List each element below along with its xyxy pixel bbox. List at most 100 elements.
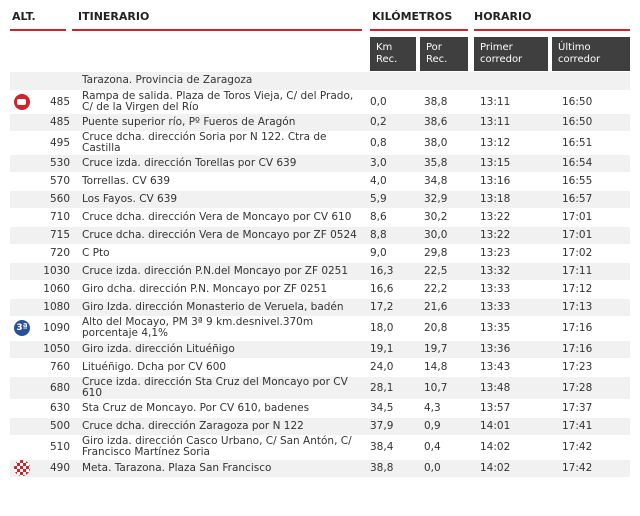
subheader-por-rec: Por Rec. <box>420 37 468 71</box>
row-icon-cell <box>10 190 34 209</box>
altitude-cell: 560 <box>34 190 78 209</box>
row-icon-cell <box>10 417 34 436</box>
por-rec-cell: 10,7 <box>420 376 476 400</box>
row-icon-cell <box>10 113 34 132</box>
por-rec-cell: 4,3 <box>420 399 476 418</box>
itinerary-cell: C Pto <box>78 244 366 263</box>
altitude-cell: 490 <box>34 459 78 478</box>
altitude-cell: 720 <box>34 244 78 263</box>
itinerary-cell: Giro dcha. dirección P.N. Moncayo por ZF… <box>78 280 366 299</box>
km-rec-cell: 3,0 <box>366 154 420 173</box>
altitude-cell: 1050 <box>34 340 78 359</box>
header-rule-horario <box>474 29 630 31</box>
row-icon-cell <box>10 208 34 227</box>
por-rec-cell: 29,8 <box>420 244 476 263</box>
primer-corredor-cell: 13:32 <box>476 262 558 281</box>
row-icon-cell <box>10 131 34 155</box>
por-rec-cell: 0,9 <box>420 417 476 436</box>
row-icon-cell <box>10 399 34 418</box>
subheader-km-rec: Km Rec. <box>370 37 416 71</box>
itinerary-cell: Rampa de salida. Plaza de Toros Vieja, C… <box>78 90 366 114</box>
table-row: Tarazona. Provincia de Zaragoza <box>10 72 630 91</box>
table-row: 760 Lituéñigo. Dcha por CV 600 24,0 14,8 13:… <box>10 358 630 377</box>
por-rec-cell: 22,5 <box>420 262 476 281</box>
ultimo-corredor-cell: 17:16 <box>558 340 630 359</box>
ultimo-corredor-cell: 17:01 <box>558 226 630 245</box>
ultimo-corredor-cell: 16:51 <box>558 131 630 155</box>
header-rule-alt <box>10 29 66 31</box>
row-icon-cell: 3ª <box>10 316 34 341</box>
primer-corredor-cell: 14:02 <box>476 459 558 478</box>
primer-corredor-cell: 13:22 <box>476 226 558 245</box>
por-rec-cell: 19,7 <box>420 340 476 359</box>
table-row: 3ª 1090 Alto del Mocayo, PM 3ª 9 km.desniv… <box>10 316 630 341</box>
km-rec-cell: 38,4 <box>366 435 420 460</box>
km-rec-cell: 0,2 <box>366 113 420 132</box>
km-rec-cell: 28,1 <box>366 376 420 400</box>
km-rec-cell: 16,6 <box>366 280 420 299</box>
ultimo-corredor-cell: 17:11 <box>558 262 630 281</box>
table-row: 630 Sta Cruz de Moncayo. Por CV 610, bade… <box>10 399 630 418</box>
row-icon-cell <box>10 154 34 173</box>
km-rec-cell: 19,1 <box>366 340 420 359</box>
por-rec-cell <box>420 72 476 91</box>
row-icon-cell <box>10 226 34 245</box>
altitude-cell: 530 <box>34 154 78 173</box>
por-rec-cell: 35,8 <box>420 154 476 173</box>
altitude-cell: 485 <box>34 113 78 132</box>
table-row: 500 Cruce dcha. dirección Zaragoza por N … <box>10 417 630 436</box>
km-rec-cell: 16,3 <box>366 262 420 281</box>
por-rec-cell: 30,2 <box>420 208 476 227</box>
altitude-cell: 1030 <box>34 262 78 281</box>
table-row: 485 Puente superior río, Pº Fueros de Ara… <box>10 113 630 132</box>
por-rec-cell: 0,4 <box>420 435 476 460</box>
altitude-cell <box>34 72 78 91</box>
itinerary-cell: Cruce dcha. dirección Zaragoza por N 122 <box>78 417 366 436</box>
itinerary-cell: Los Fayos. CV 639 <box>78 190 366 209</box>
primer-corredor-cell: 13:16 <box>476 172 558 191</box>
km-rec-cell: 5,9 <box>366 190 420 209</box>
itinerary-cell: Alto del Mocayo, PM 3ª 9 km.desnivel.370… <box>78 316 366 341</box>
row-icon-cell <box>10 90 34 114</box>
table-row: 510 Giro izda. dirección Casco Urbano, C/… <box>10 435 630 460</box>
row-icon-cell <box>10 459 34 478</box>
primer-corredor-cell: 14:01 <box>476 417 558 436</box>
itinerary-cell: Giro izda. dirección Casco Urbano, C/ Sa… <box>78 435 366 460</box>
table-row: 485 Rampa de salida. Plaza de Toros Vieja… <box>10 90 630 114</box>
itinerary-cell: Cruce dcha. dirección Vera de Moncayo po… <box>78 208 366 227</box>
primer-corredor-cell: 13:57 <box>476 399 558 418</box>
header-rule-kilometros <box>370 29 468 31</box>
altitude-cell: 760 <box>34 358 78 377</box>
km-rec-cell: 4,0 <box>366 172 420 191</box>
ultimo-corredor-cell: 17:02 <box>558 244 630 263</box>
table-row: 715 Cruce dcha. dirección Vera de Moncayo… <box>10 226 630 245</box>
ultimo-corredor-cell: 16:57 <box>558 190 630 209</box>
altitude-cell: 680 <box>34 376 78 400</box>
por-rec-cell: 38,8 <box>420 90 476 114</box>
header-alt: ALT. <box>12 10 36 23</box>
finish-icon <box>14 460 30 476</box>
primer-corredor-cell: 13:18 <box>476 190 558 209</box>
primer-corredor-cell: 13:43 <box>476 358 558 377</box>
por-rec-cell: 32,9 <box>420 190 476 209</box>
header-rule-itinerario <box>72 29 362 31</box>
altitude-cell: 500 <box>34 417 78 436</box>
itinerary-cell: Lituéñigo. Dcha por CV 600 <box>78 358 366 377</box>
table-row: 490 Meta. Tarazona. Plaza San Francisco 38… <box>10 459 630 478</box>
por-rec-cell: 34,8 <box>420 172 476 191</box>
table-row: 570 Torrellas. CV 639 4,0 34,8 13:16 16:55 <box>10 172 630 191</box>
ultimo-corredor-cell: 17:13 <box>558 298 630 317</box>
altitude-cell: 485 <box>34 90 78 114</box>
km-rec-cell: 34,5 <box>366 399 420 418</box>
header-itinerario: ITINERARIO <box>78 10 150 23</box>
ultimo-corredor-cell: 17:23 <box>558 358 630 377</box>
ultimo-corredor-cell: 17:37 <box>558 399 630 418</box>
por-rec-cell: 22,2 <box>420 280 476 299</box>
por-rec-cell: 20,8 <box>420 316 476 341</box>
itinerary-cell: Cruce dcha. dirección Soria por N 122. C… <box>78 131 366 155</box>
primer-corredor-cell: 13:11 <box>476 90 558 114</box>
primer-corredor-cell: 13:22 <box>476 208 558 227</box>
por-rec-cell: 14,8 <box>420 358 476 377</box>
primer-corredor-cell: 13:33 <box>476 280 558 299</box>
